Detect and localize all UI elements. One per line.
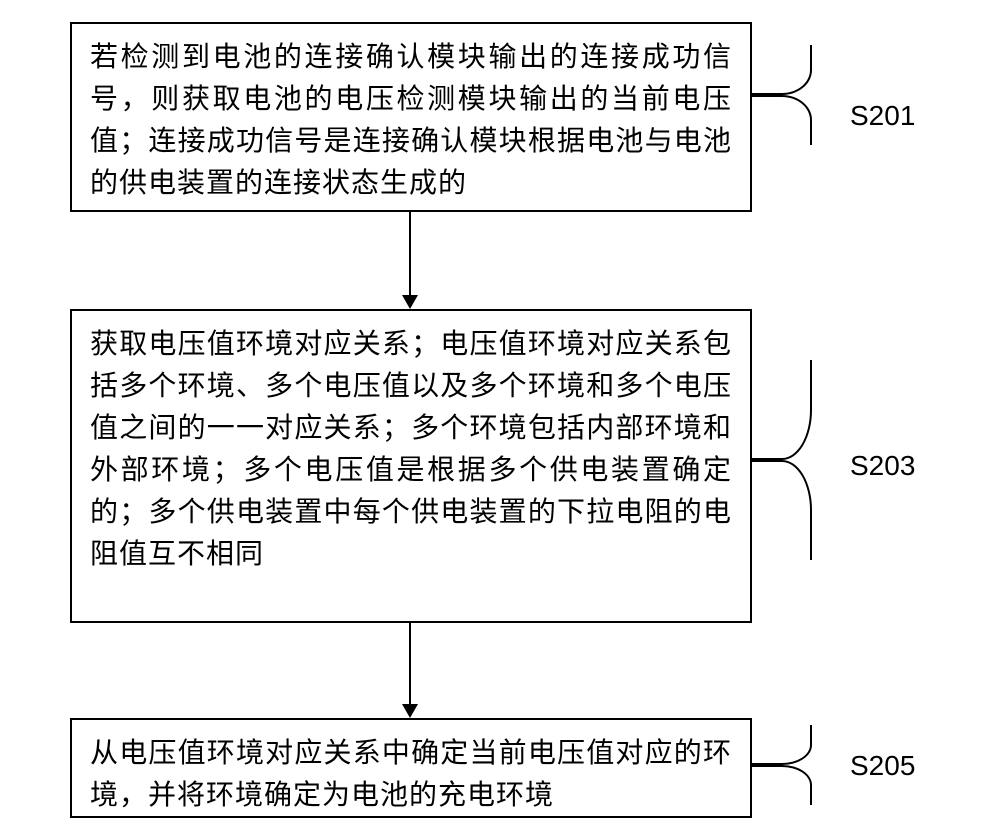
flowchart-container: 若检测到电池的连接确认模块输出的连接成功信号，则获取电池的电压检测模块输出的当前…: [0, 0, 1000, 829]
label-connector-2b: [752, 360, 812, 460]
arrow-2-head: [402, 704, 418, 718]
box-2-text: 获取电压值环境对应关系；电压值环境对应关系包括多个环境、多个电压值以及多个环境和…: [90, 323, 732, 575]
flowchart-box-1: 若检测到电池的连接确认模块输出的连接成功信号，则获取电池的电压检测模块输出的当前…: [70, 22, 752, 212]
arrow-2-line: [409, 623, 411, 704]
arrow-1-line: [409, 212, 411, 295]
label-connector-1b: [752, 45, 812, 95]
label-s203: S203: [850, 450, 915, 482]
box-3-text: 从电压值环境对应关系中确定当前电压值对应的环境，并将环境确定为电池的充电环境: [90, 732, 732, 816]
label-s205: S205: [850, 750, 915, 782]
flowchart-box-2: 获取电压值环境对应关系；电压值环境对应关系包括多个环境、多个电压值以及多个环境和…: [70, 309, 752, 623]
flowchart-box-3: 从电压值环境对应关系中确定当前电压值对应的环境，并将环境确定为电池的充电环境: [70, 718, 752, 818]
arrow-1-head: [402, 295, 418, 309]
label-connector-3b: [752, 725, 812, 765]
label-s201: S201: [850, 100, 915, 132]
label-connector-3: [752, 765, 812, 805]
box-1-text: 若检测到电池的连接确认模块输出的连接成功信号，则获取电池的电压检测模块输出的当前…: [90, 36, 732, 204]
label-connector-1: [752, 95, 812, 145]
label-connector-2: [752, 460, 812, 560]
